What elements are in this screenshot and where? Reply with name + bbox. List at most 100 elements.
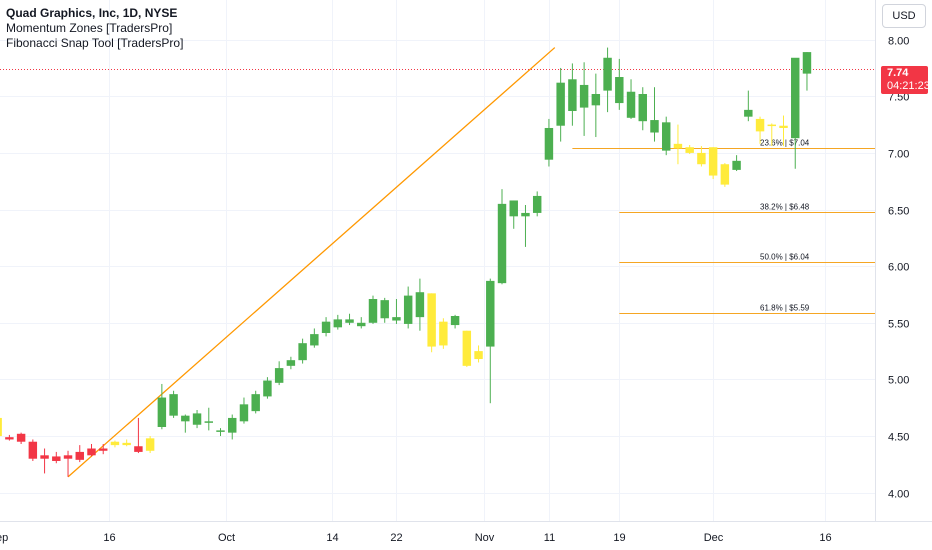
fib-level-label: 50.0% | $6.04 bbox=[760, 253, 810, 262]
candle[interactable] bbox=[650, 87, 659, 142]
candle[interactable] bbox=[720, 163, 730, 187]
candle[interactable] bbox=[509, 200, 518, 229]
candle[interactable] bbox=[251, 390, 260, 414]
candle-body bbox=[708, 147, 718, 176]
candle[interactable] bbox=[5, 434, 14, 441]
candle[interactable] bbox=[791, 57, 800, 169]
candle[interactable] bbox=[145, 436, 155, 454]
last-price-value: 7.74 bbox=[887, 67, 909, 79]
candle[interactable] bbox=[661, 116, 671, 156]
candle[interactable] bbox=[204, 407, 214, 431]
symbol-title[interactable]: Quad Graphics, Inc, 1D, NYSE bbox=[6, 6, 178, 20]
candle[interactable] bbox=[40, 448, 49, 474]
candle[interactable] bbox=[403, 286, 413, 329]
candle-body bbox=[802, 52, 812, 74]
candle[interactable] bbox=[673, 124, 683, 165]
candle[interactable] bbox=[392, 299, 401, 324]
candle[interactable] bbox=[697, 146, 706, 167]
candle-body bbox=[228, 417, 237, 433]
candle[interactable] bbox=[474, 345, 483, 363]
candle[interactable] bbox=[779, 115, 788, 147]
candle[interactable] bbox=[544, 118, 554, 167]
y-tick-label: 5.00 bbox=[888, 375, 909, 387]
candle[interactable] bbox=[556, 67, 565, 142]
fibonacci-levels: 23.6% | $7.04 38.2% | $6.48 50.0% | $6.04 6… bbox=[572, 139, 875, 314]
candle[interactable] bbox=[345, 313, 354, 326]
candle[interactable] bbox=[615, 58, 624, 110]
candle[interactable] bbox=[767, 123, 777, 147]
candle-body bbox=[380, 300, 389, 319]
candle-body bbox=[239, 404, 249, 422]
indicator-fibonacci-snap[interactable]: Fibonacci Snap Tool [TradersPro] bbox=[6, 36, 184, 50]
candle[interactable] bbox=[75, 445, 84, 463]
candle[interactable] bbox=[427, 293, 436, 353]
candle[interactable] bbox=[568, 63, 577, 126]
candle[interactable] bbox=[87, 443, 96, 457]
candle[interactable] bbox=[122, 439, 131, 447]
candle[interactable] bbox=[0, 417, 2, 438]
candle-body bbox=[75, 451, 84, 460]
candle[interactable] bbox=[755, 116, 765, 144]
candle[interactable] bbox=[157, 383, 167, 430]
candle[interactable] bbox=[110, 440, 120, 448]
candle[interactable] bbox=[181, 414, 190, 433]
candle[interactable] bbox=[521, 205, 530, 247]
candle[interactable] bbox=[16, 432, 26, 444]
candle[interactable] bbox=[591, 73, 601, 138]
candle[interactable] bbox=[638, 87, 647, 131]
candle[interactable] bbox=[450, 314, 460, 329]
currency-button[interactable]: USD bbox=[882, 4, 926, 28]
candle[interactable] bbox=[239, 397, 249, 424]
candle[interactable] bbox=[134, 417, 143, 454]
candle[interactable] bbox=[802, 52, 812, 91]
candle[interactable] bbox=[744, 90, 753, 122]
candle[interactable] bbox=[192, 410, 202, 429]
candle-body bbox=[462, 330, 472, 366]
candle[interactable] bbox=[732, 155, 741, 172]
candle[interactable] bbox=[321, 317, 331, 337]
candle-body bbox=[251, 394, 260, 412]
candle[interactable] bbox=[63, 450, 73, 477]
candle[interactable] bbox=[333, 314, 343, 330]
candle[interactable] bbox=[486, 278, 495, 404]
trendline[interactable] bbox=[67, 47, 556, 478]
candle[interactable] bbox=[532, 191, 542, 217]
candle[interactable] bbox=[579, 62, 589, 136]
candle-body bbox=[145, 438, 155, 451]
candle[interactable] bbox=[685, 144, 694, 155]
time-axis[interactable]: Sep 16 Oct 14 22 Nov 11 19 Dec 16 bbox=[0, 532, 832, 544]
candle[interactable] bbox=[298, 338, 307, 364]
candle[interactable] bbox=[216, 428, 225, 437]
candle[interactable] bbox=[357, 317, 366, 329]
candle[interactable] bbox=[368, 295, 378, 324]
candle[interactable] bbox=[497, 189, 507, 285]
candle[interactable] bbox=[626, 79, 636, 119]
candle-body bbox=[755, 118, 765, 132]
candle-body bbox=[779, 125, 788, 128]
candle-body bbox=[626, 91, 636, 118]
candle[interactable] bbox=[415, 278, 425, 331]
candle[interactable] bbox=[98, 443, 108, 455]
candle[interactable] bbox=[286, 356, 296, 370]
candle[interactable] bbox=[603, 47, 612, 113]
candle-body bbox=[263, 380, 272, 397]
candle[interactable] bbox=[462, 330, 472, 367]
candle[interactable] bbox=[169, 390, 178, 418]
candle[interactable] bbox=[52, 451, 61, 464]
candle[interactable] bbox=[228, 414, 237, 440]
candle[interactable] bbox=[310, 328, 319, 348]
indicator-momentum-zones[interactable]: Momentum Zones [TradersPro] bbox=[6, 21, 173, 35]
candle[interactable] bbox=[708, 147, 718, 179]
candle[interactable] bbox=[263, 377, 272, 399]
candle[interactable] bbox=[380, 297, 389, 323]
candle[interactable] bbox=[28, 439, 38, 461]
candle-body bbox=[603, 57, 612, 91]
price-axis[interactable]: 8.00 7.50 7.00 6.50 6.00 5.50 5.00 4.50 4.00 bbox=[888, 36, 909, 501]
candle[interactable] bbox=[439, 318, 448, 349]
x-tick-label: Nov bbox=[475, 532, 495, 544]
candle-body bbox=[286, 360, 296, 366]
bar-countdown: 04:21:23 bbox=[887, 80, 930, 92]
candle[interactable] bbox=[274, 361, 284, 386]
y-tick-label: 4.50 bbox=[888, 432, 909, 444]
